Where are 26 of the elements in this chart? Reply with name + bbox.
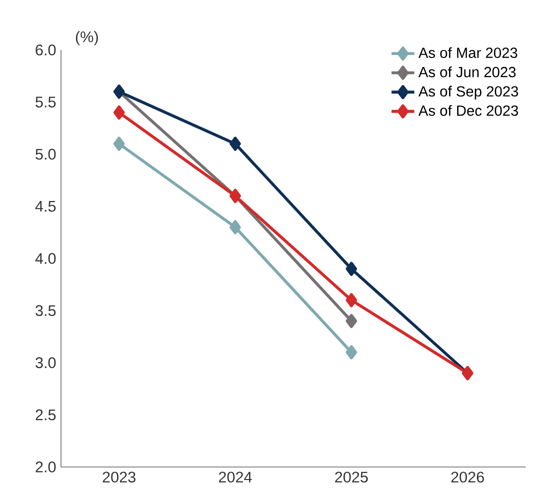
y-axis-title: (%) bbox=[76, 30, 98, 46]
y-tick-label: 5.0 bbox=[36, 148, 56, 160]
y-tick-label: 4.5 bbox=[35, 201, 56, 212]
legend-label: As of Mar 2023 bbox=[418, 47, 518, 58]
y-tick-label: 3.5 bbox=[36, 305, 56, 316]
y-tick-label: 4.0 bbox=[35, 253, 56, 264]
point bbox=[346, 314, 358, 328]
x-tick-label: 2023 bbox=[102, 472, 136, 483]
point bbox=[113, 105, 125, 120]
y-tick-label: 3.0 bbox=[36, 357, 56, 368]
legend-label: As of Dec 2023 bbox=[418, 105, 518, 116]
y-tick-label: 2.0 bbox=[36, 462, 56, 472]
point bbox=[346, 345, 358, 360]
legend-label: As of Sep 2023 bbox=[418, 86, 518, 100]
y-tick-label: 6.0 bbox=[36, 44, 56, 56]
point bbox=[230, 220, 241, 234]
x-tick-label: 2024 bbox=[218, 472, 252, 483]
y-tick-label: 2.5 bbox=[36, 409, 56, 420]
y-tick-label: 5.5 bbox=[36, 96, 56, 108]
point bbox=[113, 136, 125, 151]
point bbox=[346, 293, 358, 308]
x-tick-label: 2026 bbox=[451, 472, 484, 483]
x-tick-label: 2025 bbox=[335, 472, 368, 483]
point bbox=[346, 262, 358, 276]
point bbox=[230, 136, 241, 151]
legend-label: As of Jun 2023 bbox=[418, 66, 516, 78]
